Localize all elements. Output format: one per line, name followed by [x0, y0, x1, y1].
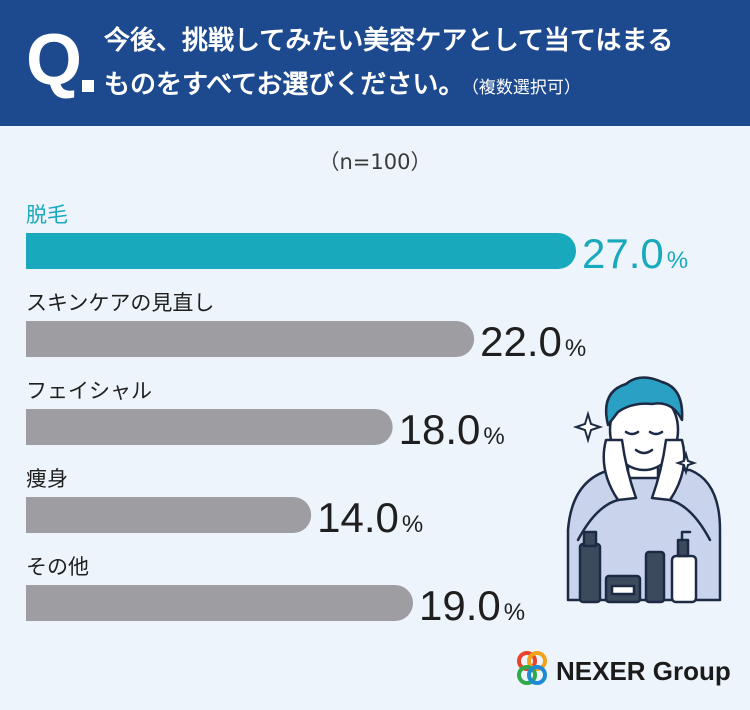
question-mark: Q [26, 20, 83, 100]
category-label: 脱毛 [26, 203, 68, 227]
value-number: 18.0 [399, 406, 481, 453]
value-unit: % [667, 247, 688, 274]
question-line-2: ものをすべてお選びください。 （複数選択可） [104, 68, 581, 105]
bar-left-cap [26, 321, 44, 357]
question-line-2-text: ものをすべてお選びください。 [104, 70, 465, 100]
bar-left-cap [26, 585, 44, 621]
logo-text: NEXER Group [556, 656, 731, 686]
value-label: 19.0% [419, 582, 525, 629]
bar [26, 497, 312, 533]
bar [26, 233, 576, 269]
value-unit: % [483, 423, 504, 450]
sample-size: （n=100） [318, 150, 432, 174]
value-number: 14.0 [317, 494, 399, 541]
question-line-1: 今後、挑戦してみたい美容ケアとして当てはまる [104, 26, 674, 56]
nexer-group-logo: NEXER Group [512, 648, 732, 692]
value-label: 18.0% [399, 406, 505, 453]
sparkle-icon [674, 450, 698, 476]
bar [26, 321, 475, 357]
value-number: 22.0 [480, 318, 562, 365]
value-label: 22.0% [480, 318, 586, 365]
question-header: Q 今後、挑戦してみたい美容ケアとして当てはまる ものをすべてお選びください。（… [0, 0, 750, 126]
bar-left-cap [26, 497, 44, 533]
category-label: スキンケアの見直し [26, 291, 214, 315]
nexer-logo-icon [517, 651, 547, 685]
value-unit: % [504, 599, 525, 626]
sparkle-icon [572, 410, 604, 444]
value-label: 27.0% [582, 230, 688, 277]
category-label: 痩身 [26, 467, 68, 491]
bars-layer: 脱毛 27.0 % スキンケアの見直し 22.0 % フェイシャル 18.0 % 痩身 14.0 % そ… [26, 203, 688, 629]
value-unit: % [402, 511, 423, 538]
value-number: 27.0 [582, 230, 664, 277]
category-label: フェイシャル [26, 379, 152, 403]
value-unit: % [565, 335, 586, 362]
value-number: 19.0 [419, 582, 501, 629]
bar-left-cap [26, 409, 44, 445]
question-note: （複数選択可） [470, 78, 581, 98]
category-label: その他 [26, 555, 89, 579]
value-label: 14.0% [317, 494, 423, 541]
bar-left-cap [26, 233, 44, 269]
question-mark-dot [82, 80, 94, 92]
man-with-skincare-illustration [566, 376, 722, 604]
bar [26, 409, 393, 445]
bar [26, 585, 414, 621]
